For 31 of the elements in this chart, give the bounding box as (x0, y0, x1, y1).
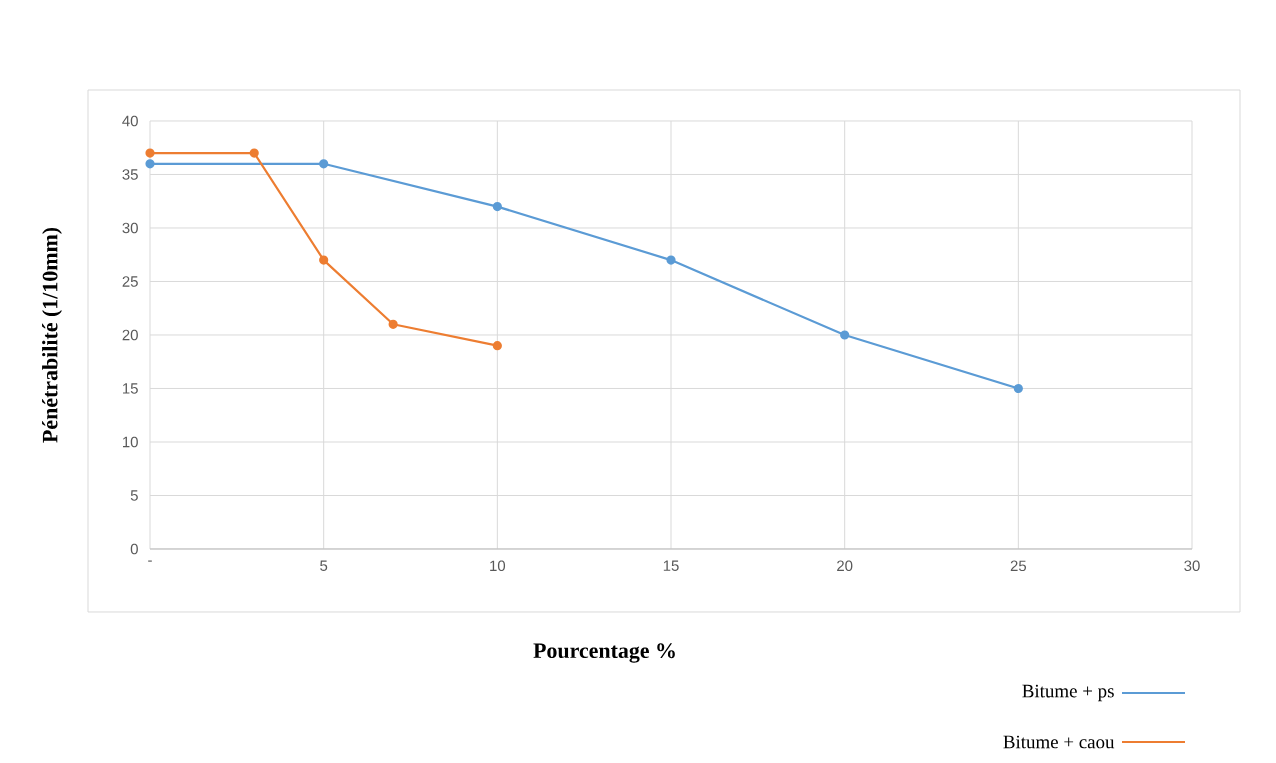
x-tick-label: 10 (490, 560, 506, 572)
point (1013, 383, 1023, 394)
x-tick-label: 30 (1184, 560, 1200, 572)
point (840, 330, 850, 340)
y-tick-label: 10 (123, 436, 138, 448)
point (388, 319, 398, 329)
point (249, 148, 259, 158)
x-axis-title: Pourcentage % (533, 643, 675, 663)
y-tick-label: 20 (122, 329, 138, 341)
point (319, 159, 329, 169)
y-tick-label: 15 (123, 383, 138, 394)
y-axis-title: Pénétrabilité (1/10mm) (42, 227, 62, 443)
x-tick-label: - (148, 560, 152, 562)
y-tick-label: 30 (122, 222, 138, 234)
y-tick-label: 5 (130, 490, 138, 501)
point (666, 255, 676, 265)
legend-label: Bitume + ps (1022, 684, 1114, 702)
y-tick-label: 35 (122, 169, 138, 180)
y-tick-label: 25 (122, 276, 138, 287)
point (145, 159, 155, 169)
point (492, 201, 502, 212)
y-tick-label: 40 (122, 115, 138, 127)
x-tick-label: 15 (663, 560, 679, 571)
x-tick-label: 5 (320, 560, 328, 571)
point (492, 341, 502, 351)
y-tick-label: 0 (130, 543, 138, 555)
point (145, 148, 155, 158)
x-tick-label: 20 (837, 560, 853, 572)
point (319, 255, 329, 265)
x-tick-label: 25 (1010, 560, 1027, 572)
legend-label: Bitume + caou (1003, 735, 1115, 749)
